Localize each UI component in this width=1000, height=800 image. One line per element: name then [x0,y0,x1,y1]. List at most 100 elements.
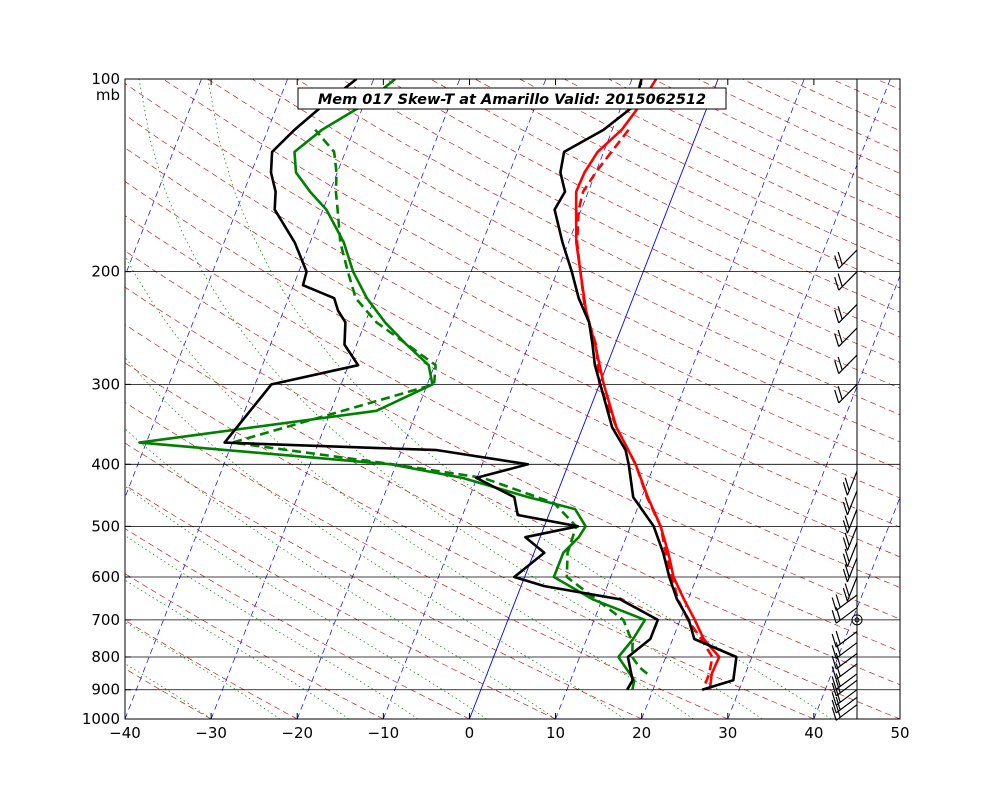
wind-barb [831,652,858,670]
y-tick-label: 500 [91,517,120,535]
x-tick-label: 20 [632,724,651,742]
wind-barb [842,490,858,516]
x-tick-label: 0 [465,724,475,742]
y-tick-label: 800 [91,648,120,666]
dry-adiabat-line [341,79,900,363]
isotherm-line [296,79,547,719]
wind-barb [842,542,858,567]
moist-adiabat-line [125,535,418,719]
x-tick-label: 40 [804,724,823,742]
x-axis: −40 −30 −20 −10 0 10 20 30 40 50 [109,79,910,742]
wind-barb [842,526,858,551]
wind-barb [831,689,858,706]
y-axis: 1000 900 800 700 600 500 400 300 200 100 [82,70,131,728]
isotherm-line [0,79,29,719]
dry-adiabat-line [608,79,900,219]
series-line-dewpoint_dashed [231,128,649,675]
dry-adiabat-line [921,79,1000,719]
background-lines [0,79,1000,719]
isotherm-line [555,79,805,719]
wind-barb [834,271,858,291]
plot-frame [124,78,901,720]
series-line-temp_dashed [575,128,714,684]
wind-barb [842,508,858,534]
dry-adiabat-line [125,286,900,686]
wind-barb [831,594,858,611]
wind-barb [834,383,858,404]
dry-adiabat-line [563,79,900,242]
dry-adiabat-line [125,484,556,719]
dry-adiabat-line [125,147,900,558]
dry-adiabat-line [385,79,900,338]
y-tick-label: 900 [91,681,120,699]
y-tick-label: 200 [91,263,120,281]
y-tick-label: 100 [91,70,120,88]
x-tick-label: −30 [195,724,227,742]
isotherm-line [813,496,900,719]
dry-adiabat-line [430,79,900,313]
x-tick-label: −40 [109,724,141,742]
x-tick-label: −20 [281,724,313,742]
dry-adiabat-line [251,79,900,416]
wind-barbs [831,249,863,721]
wind-barb [834,327,858,348]
pressure-gridlines [125,271,900,691]
dry-adiabat-line [125,362,815,719]
series-line-black_right [553,79,738,691]
dry-adiabat-line [875,79,900,90]
wind-barb [842,557,858,583]
series-line-black_left [223,79,660,691]
dry-adiabat-line [653,79,900,197]
isotherm-line [727,274,900,719]
dry-adiabat-line [125,324,900,719]
isotherm-line [383,79,633,719]
y-tick-label: 300 [91,375,120,393]
wind-barb [834,354,858,375]
moist-adiabat-line [125,621,281,719]
moist-adiabat-line [207,79,832,719]
dry-adiabat-line [125,528,470,719]
y-axis-unit-label: mb [96,86,120,104]
isotherm-line [125,79,375,719]
x-tick-label: 10 [546,724,565,742]
dry-adiabat-line [125,215,900,620]
x-tick-label: 50 [890,724,909,742]
chart-title: Mem 017 Skew-T at Amarillo Valid: 201506… [318,92,706,108]
x-tick-label: −10 [368,724,400,742]
wind-barb [831,673,858,690]
dry-adiabat-line [125,573,384,719]
dry-adiabat-line [742,79,900,153]
moist-adiabat-line [125,428,556,719]
y-tick-label: 400 [91,455,120,473]
moist-adiabat-line [138,79,763,719]
y-tick-label: 700 [91,611,120,629]
isotherm-line [210,79,461,719]
dry-adiabat-line [125,83,900,499]
title-box [297,87,727,110]
isotherm-line [899,718,900,719]
sounding-traces [138,79,738,691]
series-line-temp_solid [574,79,721,690]
dry-adiabat-line [786,79,900,132]
y-tick-label: 600 [91,568,120,586]
y-tick-label: 1000 [82,710,120,728]
x-tick-label: 30 [718,724,737,742]
dry-adiabat-line [125,250,900,652]
wind-barb [834,249,858,269]
wind-barb [842,576,858,602]
dry-adiabat-line [162,79,900,470]
wind-barb [831,630,858,648]
wind-barb [834,303,858,324]
dry-adiabat-line [519,79,900,265]
wind-barb [842,470,858,496]
wind-barb [831,679,858,697]
wind-barb [831,642,858,659]
dry-adiabat-line [125,442,642,719]
wind-barb [831,663,858,680]
isotherm-zero-line [469,79,719,719]
isotherm-line [125,79,202,277]
dry-adiabat-line [125,401,728,719]
dry-adiabat-line [125,619,298,719]
dry-adiabat-line [697,79,900,174]
